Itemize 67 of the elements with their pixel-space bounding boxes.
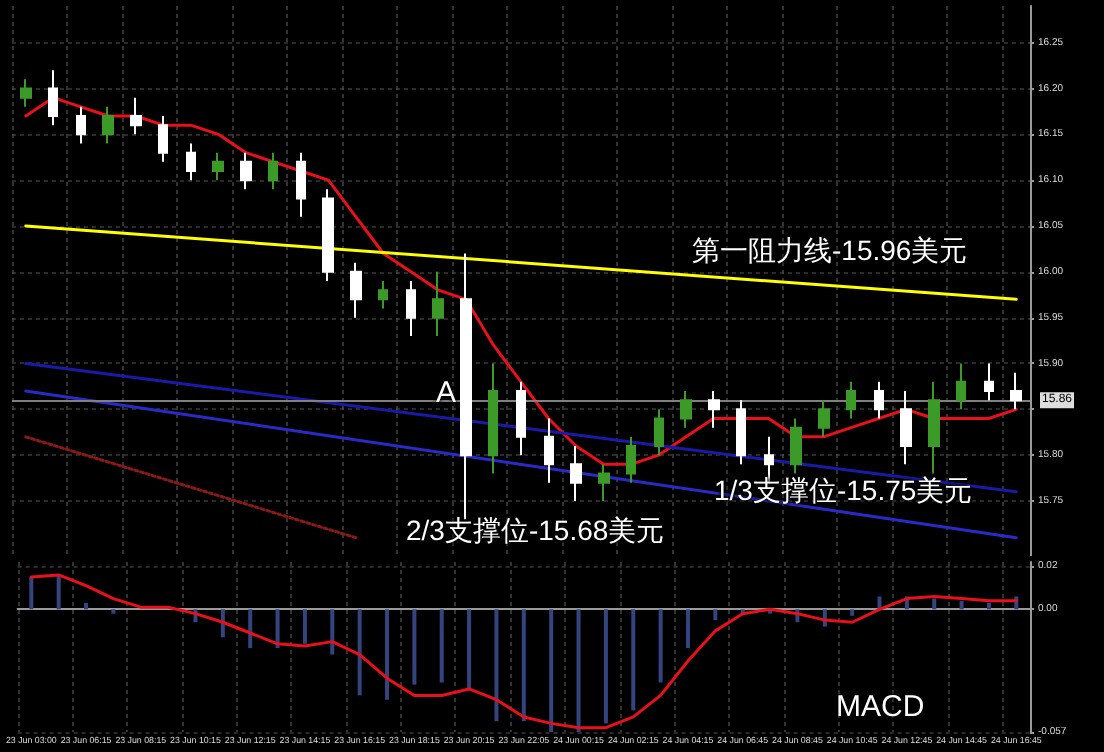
candlestick [626, 435, 636, 484]
candlestick [20, 78, 32, 108]
bar [685, 609, 690, 649]
bar [302, 609, 307, 644]
candlestick [432, 270, 444, 337]
candlestick [790, 417, 802, 475]
bar [330, 609, 335, 655]
bar [494, 609, 499, 722]
candlestick [322, 188, 334, 282]
bar [631, 609, 636, 711]
candlestick [240, 151, 252, 191]
candlestick [296, 151, 306, 218]
candlestick [874, 380, 884, 420]
bar [658, 609, 663, 683]
bar [439, 609, 444, 683]
candlestick [102, 105, 114, 145]
bar [576, 609, 581, 732]
bar [84, 602, 89, 610]
candlestick [130, 96, 142, 136]
candlestick [76, 105, 86, 145]
candlestick [598, 463, 610, 502]
candlestick [378, 280, 388, 310]
candlestick [516, 380, 526, 457]
candlestick [268, 151, 278, 191]
candlestick [48, 69, 58, 127]
bar [959, 600, 964, 610]
candlestick [158, 115, 168, 163]
annotation: 第一阻力线-15.96美元 [692, 234, 968, 270]
candlestick [956, 362, 966, 411]
candlestick [488, 362, 498, 475]
candlestick [350, 261, 362, 319]
bar [385, 609, 390, 700]
bar [521, 609, 526, 722]
candlestick [708, 390, 720, 429]
candlestick [818, 399, 830, 438]
candlestick [186, 142, 196, 182]
annotation: 2/3支撑位-15.68美元 [406, 514, 665, 550]
annotation: MACD [836, 690, 925, 724]
bar [248, 609, 253, 649]
candlestick [1010, 371, 1022, 411]
bar [549, 609, 554, 732]
bar [713, 609, 718, 621]
bar [932, 598, 937, 610]
annotation: A [436, 376, 457, 410]
line-series [29, 573, 1018, 730]
candlestick [680, 390, 692, 429]
bar [357, 609, 362, 696]
candlestick [846, 380, 856, 420]
candlestick [654, 408, 664, 457]
bar [29, 577, 34, 610]
candlestick [544, 417, 554, 484]
bar [412, 609, 417, 685]
candlestick [984, 362, 994, 402]
bar [275, 609, 280, 649]
candlestick [460, 252, 472, 521]
candlestick [736, 399, 746, 466]
bar [56, 574, 61, 610]
candlestick [900, 390, 912, 466]
line-series [24, 96, 1018, 466]
bar [603, 609, 608, 724]
candlestick [928, 380, 940, 475]
bar [986, 602, 991, 610]
candlestick [212, 151, 224, 182]
bar [850, 609, 855, 616]
bar [467, 609, 472, 689]
candlestick [570, 445, 582, 502]
candlestick [406, 280, 416, 337]
